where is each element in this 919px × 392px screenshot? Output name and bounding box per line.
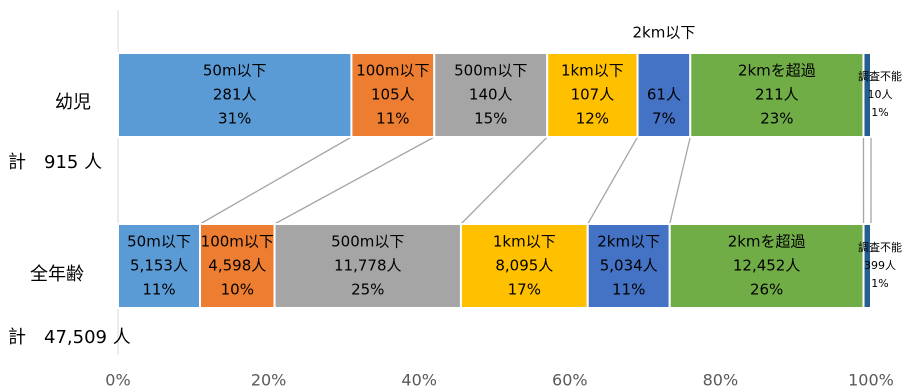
bar-segment bbox=[689, 52, 865, 138]
series-connector-line bbox=[274, 136, 435, 225]
segment-count-label: 5,153人 bbox=[130, 257, 188, 275]
segment-count-label: 61人 bbox=[647, 86, 681, 104]
bar-segment bbox=[117, 52, 353, 138]
segment-percent-label: 1% bbox=[871, 106, 888, 119]
segment-name-label: 100m以下 bbox=[356, 62, 429, 80]
segment-name-label: 調査不能 bbox=[858, 240, 902, 254]
segment-name-label: 500m以下 bbox=[331, 233, 404, 251]
segment-count-label: 107人 bbox=[571, 86, 615, 104]
segment-percent-label: 31% bbox=[218, 110, 251, 128]
segment-percent-label: 26% bbox=[750, 281, 783, 299]
series-connector-line bbox=[460, 136, 548, 225]
bar-segment bbox=[636, 52, 692, 138]
bar-segment bbox=[862, 223, 873, 309]
segment-percent-label: 11% bbox=[376, 110, 409, 128]
x-tick-label: 100% bbox=[848, 371, 894, 390]
segment-name-label: 500m以下 bbox=[454, 62, 527, 80]
category-label: 幼児 bbox=[55, 92, 91, 113]
segment-count-label: 281人 bbox=[213, 86, 257, 104]
bar-segment bbox=[862, 52, 872, 138]
segment-name-label: 1km以下 bbox=[561, 62, 624, 80]
bar-segment bbox=[546, 52, 639, 138]
segment-count-label: 399人 bbox=[864, 259, 896, 272]
bar-segment bbox=[586, 223, 671, 309]
segment-name-label: 50m以下 bbox=[203, 62, 267, 80]
segment-percent-label: 11% bbox=[142, 281, 175, 299]
segment-count-label: 8,095人 bbox=[495, 257, 553, 275]
bar-segment bbox=[350, 52, 436, 138]
x-tick-label: 60% bbox=[552, 371, 588, 390]
series-connector-line bbox=[669, 136, 691, 225]
segment-name-label: 2kmを超過 bbox=[728, 233, 806, 251]
segment-percent-label: 17% bbox=[508, 281, 541, 299]
bar-segment bbox=[199, 223, 276, 309]
segment-name-label: 1km以下 bbox=[493, 233, 556, 251]
bar-segment bbox=[117, 223, 202, 309]
x-tick-label: 0% bbox=[105, 371, 130, 390]
bar-segment bbox=[459, 223, 589, 309]
segment-percent-label: 10% bbox=[221, 281, 254, 299]
category-label: 全年齢 bbox=[30, 264, 84, 285]
segment-percent-label: 12% bbox=[576, 110, 609, 128]
segment-name-label: 2km以下 bbox=[597, 233, 660, 251]
total-label-all-ages: 計 47,509 人 bbox=[8, 327, 131, 348]
segment-name-label: 2kmを超過 bbox=[738, 62, 816, 80]
segment-name-label: 調査不能 bbox=[858, 69, 902, 83]
x-tick-label: 40% bbox=[401, 371, 437, 390]
segment-count-label: 11,778人 bbox=[334, 257, 402, 275]
series-connector-line bbox=[587, 136, 639, 225]
bar-layer bbox=[117, 52, 873, 309]
segment-count-label: 105人 bbox=[371, 86, 415, 104]
segment-percent-label: 15% bbox=[474, 110, 507, 128]
segment-count-label: 12,452人 bbox=[733, 257, 801, 275]
x-tick-label: 80% bbox=[703, 371, 739, 390]
segment-count-label: 4,598人 bbox=[208, 257, 266, 275]
segment-count-label: 10人 bbox=[868, 88, 893, 101]
segment-name-label: 50m以下 bbox=[127, 233, 191, 251]
segment-name-label: 2km以下 bbox=[633, 24, 696, 42]
segment-count-label: 140人 bbox=[469, 86, 513, 104]
segment-count-label: 5,034人 bbox=[600, 257, 658, 275]
segment-percent-label: 1% bbox=[871, 277, 888, 290]
segment-percent-label: 25% bbox=[351, 281, 384, 299]
x-tick-label: 20% bbox=[251, 371, 287, 390]
bar-segment bbox=[273, 223, 462, 309]
segment-percent-label: 11% bbox=[612, 281, 645, 299]
segment-percent-label: 23% bbox=[760, 110, 793, 128]
bar-segment bbox=[668, 223, 865, 309]
series-connector-line bbox=[199, 136, 352, 225]
segment-count-label: 211人 bbox=[755, 86, 799, 104]
segment-name-label: 100m以下 bbox=[201, 233, 274, 251]
segment-percent-label: 7% bbox=[652, 110, 676, 128]
total-label-infant: 計 915 人 bbox=[8, 152, 103, 173]
connector-layer bbox=[199, 136, 872, 225]
